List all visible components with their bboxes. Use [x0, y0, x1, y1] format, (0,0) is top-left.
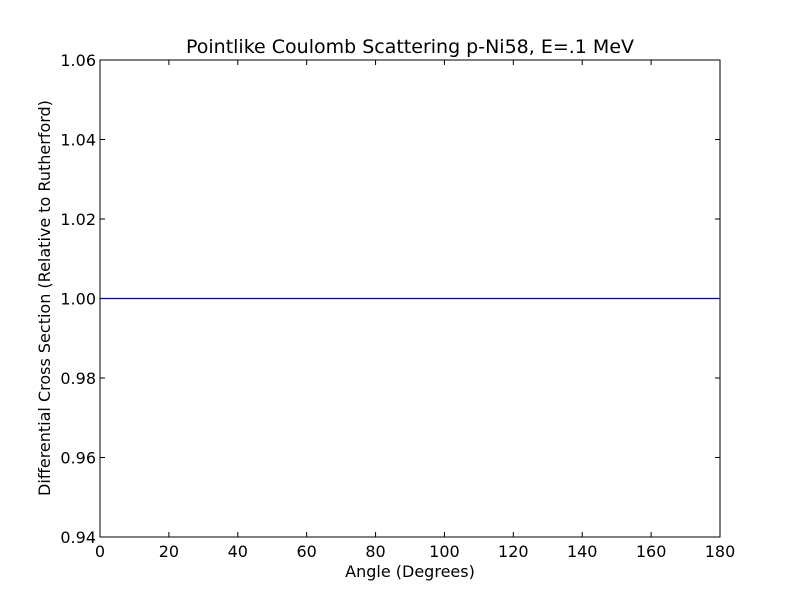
y-tick-label: 1.04 — [60, 131, 96, 150]
y-axis-label: Differential Cross Section (Relative to … — [35, 100, 54, 496]
x-tick-label: 60 — [296, 542, 316, 561]
x-tick-label: 20 — [159, 542, 179, 561]
x-axis-label: Angle (Degrees) — [345, 562, 475, 581]
x-tick-label: 40 — [228, 542, 248, 561]
y-tick-label: 1.02 — [60, 210, 96, 229]
x-tick-label: 120 — [498, 542, 529, 561]
x-tick-label: 0 — [95, 542, 105, 561]
x-tick-label: 180 — [705, 542, 736, 561]
y-tick-label: 0.94 — [60, 528, 96, 547]
x-tick-label: 140 — [567, 542, 598, 561]
y-tick-label: 1.00 — [60, 290, 96, 309]
y-tick-label: 0.98 — [60, 369, 96, 388]
axis-ticks: 0 20 40 60 80 100 120 140 160 180 0.94 0.96 0.98 1.00… — [60, 51, 735, 561]
x-tick-label: 160 — [636, 542, 667, 561]
y-tick-label: 1.06 — [60, 51, 96, 70]
chart-title: Pointlike Coulomb Scattering p-Ni58, E=.… — [186, 36, 634, 58]
x-tick-label: 80 — [365, 542, 385, 561]
x-tick-label: 100 — [429, 542, 460, 561]
plot-area-frame — [99, 59, 721, 538]
y-tick-label: 0.96 — [60, 449, 96, 468]
